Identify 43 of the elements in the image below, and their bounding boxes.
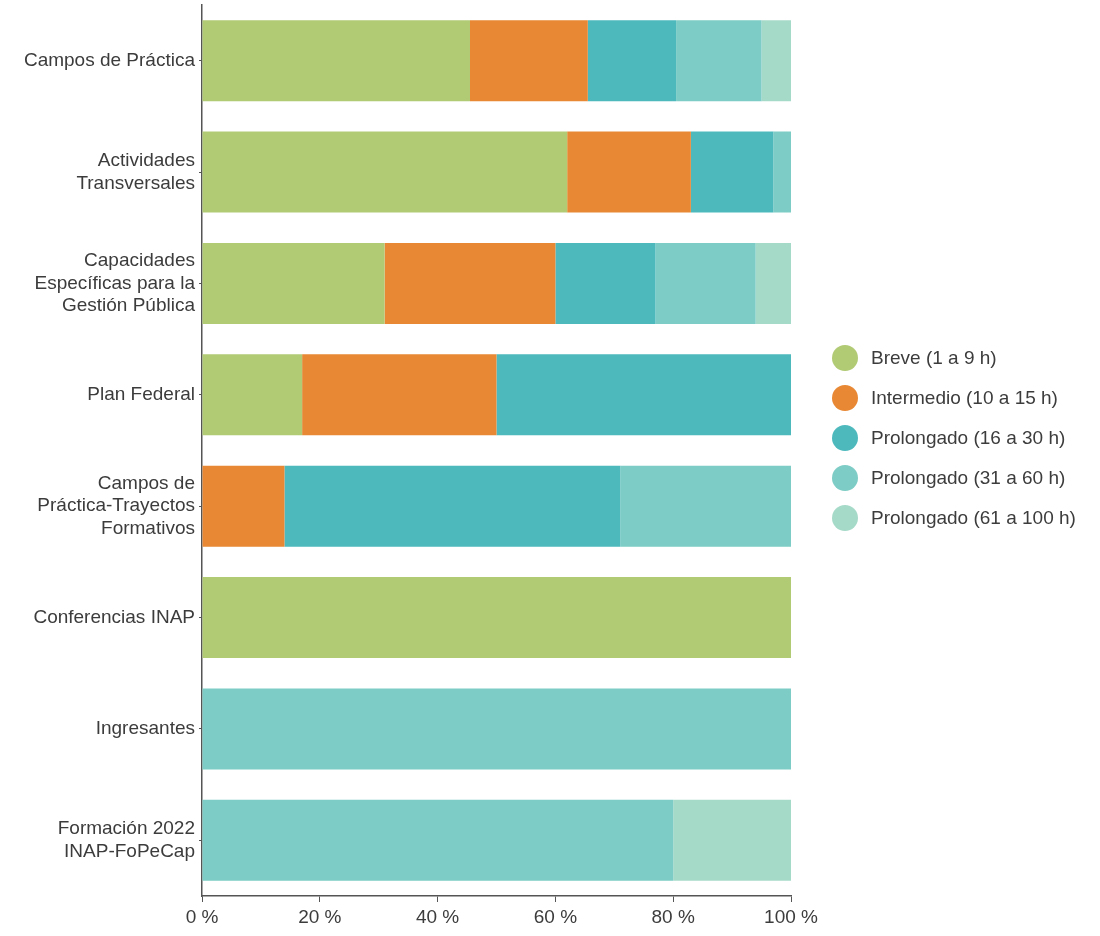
bar bbox=[202, 799, 674, 881]
y-tick-label: Campos de Práctica-Trayectos Formativos bbox=[37, 471, 195, 539]
x-tick-label: 0 % bbox=[185, 905, 219, 927]
legend-label: Intermedio (10 a 15 h) bbox=[871, 387, 1058, 409]
bar bbox=[302, 354, 497, 436]
y-tick-label: Actividades Transversales bbox=[76, 148, 195, 193]
y-tick-label: Campos de Práctica bbox=[23, 48, 196, 70]
bar bbox=[655, 242, 756, 324]
bar bbox=[202, 465, 285, 547]
bar bbox=[202, 131, 568, 213]
y-tick-label: Formación 2022 INAP-FoPeCap bbox=[57, 817, 195, 861]
x-tick-label: 20 % bbox=[298, 905, 342, 927]
bar bbox=[620, 465, 791, 547]
legend-label: Prolongado (16 a 30 h) bbox=[871, 427, 1066, 449]
legend-label: Breve (1 a 9 h) bbox=[871, 347, 997, 369]
legend-label: Prolongado (61 a 100 h) bbox=[871, 507, 1076, 529]
bar bbox=[202, 688, 791, 770]
bar bbox=[587, 20, 677, 102]
y-tick-label: Capacidades Específicas para la Gestión Pública bbox=[34, 248, 196, 316]
x-tick-label: 60 % bbox=[533, 905, 578, 927]
bar bbox=[496, 354, 791, 436]
bar bbox=[470, 20, 588, 102]
x-tick-label: 80 % bbox=[651, 905, 695, 927]
legend-label: Prolongado (31 a 60 h) bbox=[871, 467, 1066, 489]
x-tick-label: 40 % bbox=[415, 905, 460, 927]
y-tick-label: Ingresantes bbox=[95, 717, 195, 739]
bar bbox=[202, 242, 385, 324]
x-tick-label: 100 % bbox=[764, 905, 819, 927]
y-tick-label: Plan Federal bbox=[87, 383, 195, 405]
bar bbox=[202, 20, 470, 102]
bar bbox=[676, 20, 762, 102]
bar bbox=[773, 131, 791, 213]
bar bbox=[202, 577, 791, 659]
bar bbox=[202, 354, 303, 436]
bar bbox=[384, 242, 556, 324]
bar bbox=[755, 242, 791, 324]
bar bbox=[673, 799, 791, 881]
bar bbox=[555, 242, 656, 324]
bar bbox=[284, 465, 621, 547]
bar bbox=[567, 131, 691, 213]
y-tick-label: Conferencias INAP bbox=[33, 605, 195, 627]
bar bbox=[690, 131, 774, 213]
bar bbox=[761, 20, 791, 102]
